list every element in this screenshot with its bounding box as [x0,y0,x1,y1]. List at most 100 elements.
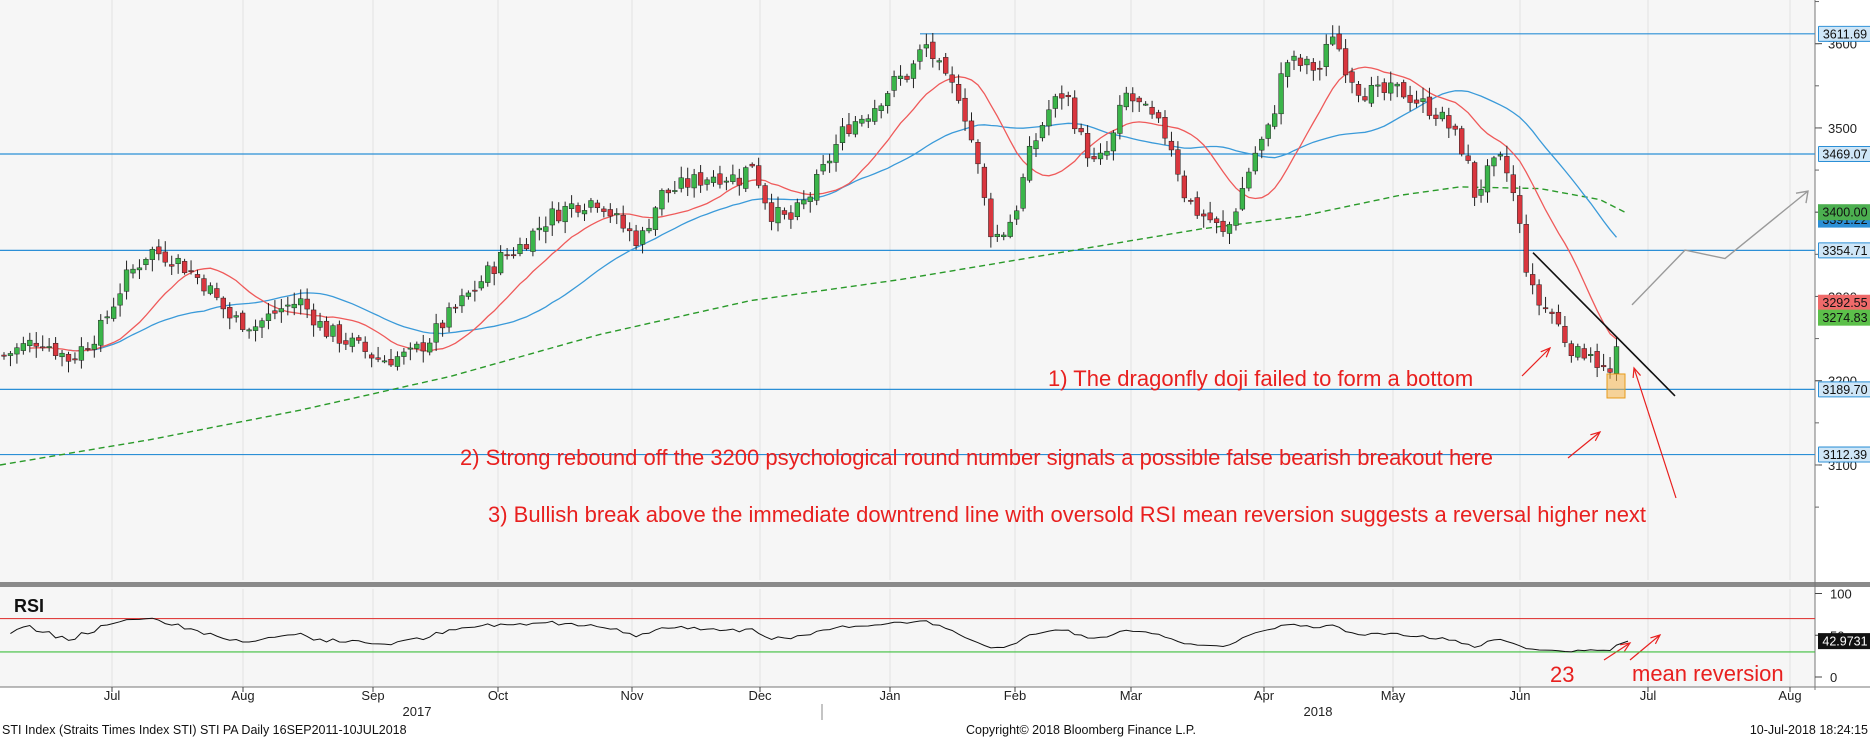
candle-body [872,108,878,122]
candle-body [259,320,265,328]
candle-body [1562,325,1568,343]
candle-body [72,358,78,361]
candle-body [930,41,936,59]
annotation-1: 1) The dragonfly doji failed to form a b… [1048,366,1473,391]
y-tick-label: 3500 [1828,121,1857,136]
candle-body [439,322,446,329]
candle-body [1297,57,1304,66]
candle-body [1001,234,1007,237]
candle-body [627,228,633,232]
candle-body [1130,93,1136,102]
price-tag [1818,294,1870,311]
candle-body [420,342,426,352]
candle-body [336,324,343,344]
x-year-label: 2018 [1304,704,1333,719]
x-tick-label: Sep [361,688,384,703]
candle-body [52,342,59,356]
candle-body [710,176,717,183]
candle-body [794,202,801,217]
candle-body [1517,195,1523,224]
candle-body [181,261,188,274]
horizontal-levels [0,33,1815,456]
candle-body [672,190,678,192]
candle-body [646,227,652,232]
rsi-current-tag-label: 42.9731 [1822,635,1867,649]
price-tags: 3611.693469.073354.713189.703112.393391.… [1818,25,1870,463]
candle-body [556,209,562,222]
candle-body [1368,85,1375,104]
candle-body [1413,99,1420,104]
candle-body [820,164,826,172]
candle-body [1394,83,1400,87]
candle-body [381,360,388,363]
x-tick-label: Jan [880,688,901,703]
x-year-label: 2017 [403,704,432,719]
candle-body [104,316,110,319]
candle-body [1252,152,1258,172]
candle-body [1155,112,1162,119]
candle-body [1362,96,1368,101]
candle-body [1291,55,1297,61]
candle-body [46,346,52,348]
candle-body [175,257,181,265]
candle-body [949,74,955,83]
candle-body [865,118,871,122]
candle-body [923,44,930,49]
candle-body [472,289,478,292]
candle-body [1265,124,1271,139]
candle-body [59,352,65,358]
candle-body [1401,82,1407,98]
candle-body [278,308,285,313]
candle-body [362,341,368,352]
candle-body [678,177,684,189]
candle-body [1239,188,1246,210]
candle-body [1497,154,1504,157]
candle-body [156,246,162,255]
candle-body [388,358,394,366]
candle-body [1594,351,1600,368]
candle-body [1117,104,1123,134]
candle-body [272,310,278,314]
candle-body [781,210,788,215]
candle-body [1465,155,1471,161]
candle-body [207,285,214,294]
candle-body [904,75,910,80]
candle-body [446,307,452,328]
candle-body [504,254,510,257]
candle-body [1471,162,1478,198]
candle-body [478,281,484,289]
candle-body [633,230,639,246]
candle-body [1330,36,1336,45]
candle-body [510,254,517,257]
candle-body [614,213,620,216]
candle-body [1033,140,1039,150]
candle-body [523,244,530,250]
candle-body [730,174,736,182]
candle-body [343,340,349,345]
candle-body [955,84,962,101]
rsi-y-tick-label: 0 [1830,670,1837,685]
x-tick-label: Jul [1640,688,1657,703]
candle-body [291,303,297,309]
main-panel-background [0,0,1815,582]
candle-body [162,251,168,263]
level-tag-label: 3611.69 [1823,27,1867,41]
candle-body [517,244,523,254]
level-tag-label: 3354.71 [1822,244,1867,258]
projected-path [1631,190,1809,306]
annotation-1-arrow [1521,347,1551,377]
price-tag-label: 3400.00 [1822,206,1867,220]
candle-body [536,227,543,231]
candle-body [1201,213,1207,217]
candle-body [123,269,130,292]
candle-body [581,210,588,215]
candle-body [310,309,317,326]
doji-highlight [1606,373,1626,399]
candle-body [1555,311,1562,325]
candle-body [233,315,239,318]
candle-body [1452,125,1458,130]
candle-body [252,326,259,331]
candle-body [1039,125,1046,139]
candle-body [130,268,136,274]
candle-body [1510,174,1516,194]
